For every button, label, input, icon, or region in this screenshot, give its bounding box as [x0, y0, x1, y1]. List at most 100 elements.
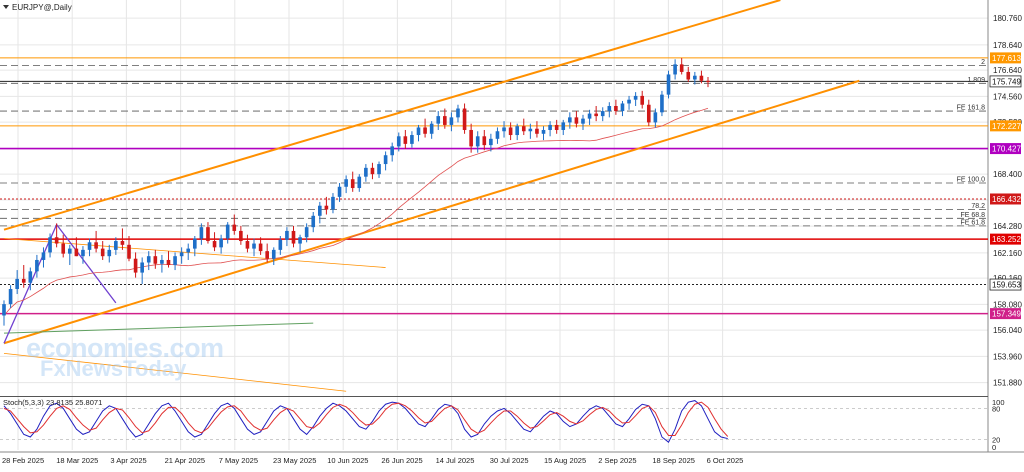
candle	[541, 126, 546, 141]
fib-label: FE 68.8	[960, 212, 985, 219]
x-tick-label: 28 Feb 2025	[2, 456, 44, 465]
candle-body	[87, 242, 92, 250]
level-tag-bg	[990, 52, 1021, 64]
x-tick-label: 2 Sep 2025	[598, 456, 636, 465]
candle	[646, 99, 651, 127]
candle-body	[640, 95, 645, 105]
candle-body	[285, 230, 289, 240]
candle-body	[357, 176, 362, 189]
candle	[304, 223, 309, 243]
stoch-tick-label: 100	[992, 398, 1005, 407]
candle-body	[324, 205, 329, 210]
candle	[199, 223, 204, 245]
fib-label: 2	[981, 59, 985, 66]
candle-body	[568, 117, 572, 123]
candle-body	[146, 256, 151, 263]
candle	[87, 238, 92, 257]
candle	[548, 121, 552, 137]
y-tick-label: 153.960	[993, 352, 1022, 361]
candle	[535, 121, 539, 138]
candle	[475, 131, 480, 153]
candle-body	[403, 136, 408, 144]
symbol-label: EURJPY@,Daily	[12, 3, 72, 12]
candle	[554, 119, 559, 134]
x-tick-label: 21 Apr 2025	[165, 456, 205, 465]
candle-body	[331, 196, 335, 210]
candle	[245, 234, 250, 253]
symbol-dropdown-icon	[3, 5, 9, 9]
candle-body	[100, 248, 105, 257]
candle	[311, 212, 316, 233]
channel-upper-line	[3, 0, 781, 231]
y-tick-label: 178.640	[993, 41, 1022, 50]
candle	[81, 246, 85, 264]
level-tag-bg	[990, 120, 1021, 132]
fib-label: FE 100.0	[957, 176, 986, 183]
level-tag-label: 172.227	[992, 122, 1021, 131]
candle	[449, 112, 454, 132]
candle	[574, 111, 579, 128]
candle-body	[186, 248, 191, 253]
candle	[423, 118, 427, 138]
candle-body	[61, 243, 66, 254]
moving-average-line	[3, 107, 709, 316]
level-tag-bg	[990, 143, 1021, 155]
stoch-k-line	[3, 400, 728, 443]
candle-body	[482, 136, 487, 146]
candle	[100, 241, 105, 260]
candle-body	[469, 129, 473, 147]
candle-body	[679, 64, 684, 72]
candle-body	[212, 241, 217, 248]
x-tick-label: 3 Apr 2025	[110, 456, 146, 465]
level-tag-label: 166.432	[992, 195, 1021, 204]
level-tag-label: 157.349	[992, 310, 1021, 319]
candle	[614, 99, 618, 115]
candle-body	[219, 238, 223, 248]
y-tick-label: 158.080	[993, 300, 1022, 309]
candle-body	[541, 129, 546, 134]
candle-body	[515, 126, 520, 136]
candle	[127, 235, 131, 262]
candle-body	[581, 118, 585, 124]
x-tick-label: 7 May 2025	[219, 456, 258, 465]
level-tag-label: 159.653	[992, 281, 1021, 290]
candle	[212, 232, 217, 252]
level-tag-bg	[990, 233, 1021, 245]
candle-body	[107, 249, 112, 257]
y-tick-label: 162.160	[993, 249, 1022, 258]
candle	[192, 235, 197, 257]
candle-body	[94, 242, 98, 249]
x-tick-label: 6 Oct 2025	[707, 456, 744, 465]
candle	[179, 247, 184, 264]
candle-body	[416, 127, 421, 136]
candle-body	[489, 138, 493, 146]
candle	[173, 252, 177, 271]
candle	[258, 237, 263, 255]
candle-body	[67, 248, 72, 254]
candle	[640, 90, 645, 109]
candle	[120, 228, 125, 250]
candle	[693, 71, 697, 85]
candle	[350, 171, 355, 192]
candle-body	[2, 304, 6, 316]
candle	[107, 244, 112, 263]
candle-body	[377, 164, 381, 175]
candle-body	[133, 258, 138, 273]
candle	[673, 59, 677, 80]
candle-body	[535, 128, 539, 134]
candle	[568, 112, 572, 129]
stoch-tick-label: 80	[992, 404, 1000, 413]
candle	[186, 243, 191, 260]
candle-body	[587, 113, 592, 119]
candle	[265, 243, 269, 263]
candle-body	[127, 244, 131, 259]
candle-body	[495, 131, 500, 139]
candle-body	[153, 256, 158, 264]
candle	[153, 249, 158, 269]
level-tag-bg	[989, 75, 1022, 88]
candle	[561, 119, 566, 136]
candle	[581, 114, 585, 130]
candle	[469, 123, 473, 153]
green-trend-line	[3, 322, 314, 334]
